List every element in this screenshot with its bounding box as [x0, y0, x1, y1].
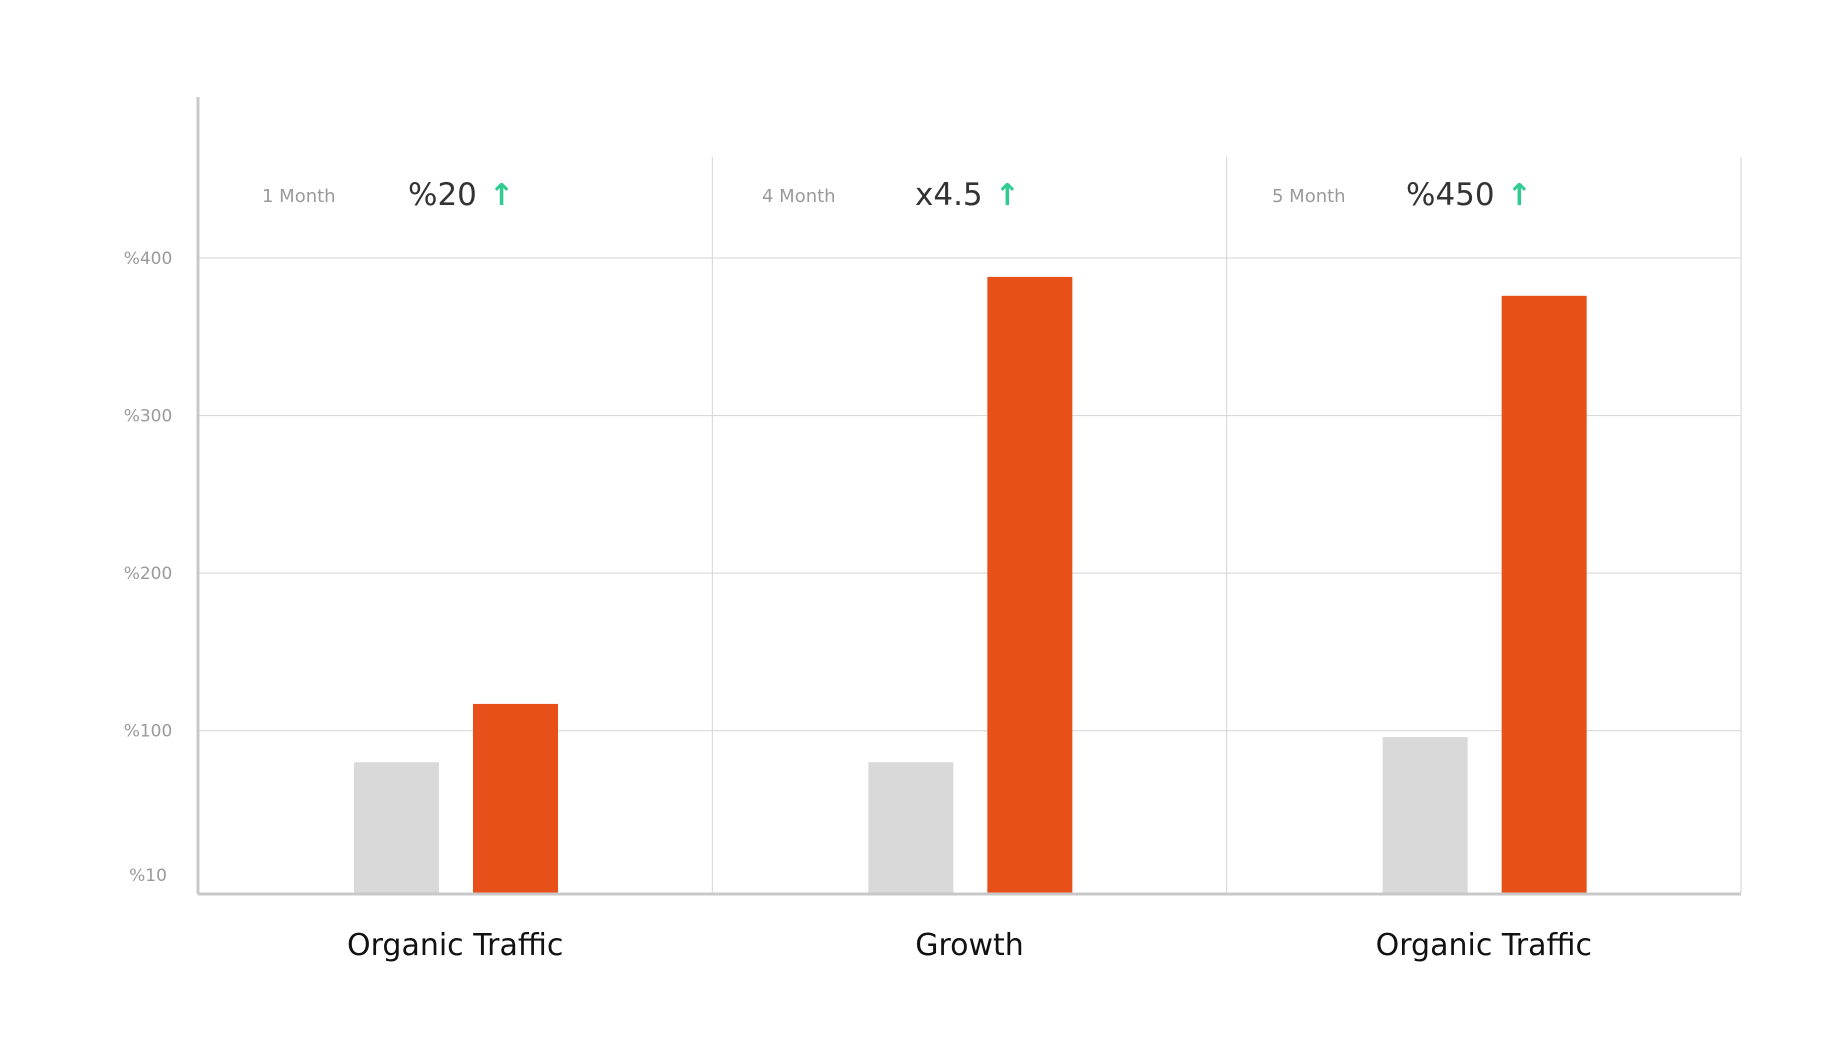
category-label: Organic Traffic	[347, 928, 563, 963]
period-label: 1 Month	[262, 186, 336, 207]
up-arrow-icon: ↑	[1507, 178, 1532, 213]
period-label: 4 Month	[762, 186, 836, 207]
up-arrow-icon: ↑	[489, 178, 514, 213]
category-label: Organic Traffic	[1376, 928, 1592, 963]
bar-highlight	[473, 703, 558, 893]
bar-baseline	[1382, 737, 1468, 893]
bar-highlight	[1501, 295, 1587, 893]
y-tick-label: %10	[129, 866, 167, 886]
period-label: 5 Month	[1272, 186, 1346, 207]
category-label: Growth	[915, 928, 1024, 963]
bar-highlight	[987, 276, 1073, 893]
bar-baseline	[354, 762, 439, 893]
metric-value: x4.5	[915, 177, 983, 213]
y-tick-label: %100	[124, 722, 173, 742]
bar-baseline	[868, 762, 954, 893]
metric-value: %20	[408, 177, 477, 213]
y-tick-label: %200	[124, 564, 173, 584]
up-arrow-icon: ↑	[995, 178, 1020, 213]
metric-value: %450	[1406, 177, 1495, 213]
y-tick-label: %400	[124, 249, 173, 269]
y-tick-label: %300	[124, 407, 173, 427]
